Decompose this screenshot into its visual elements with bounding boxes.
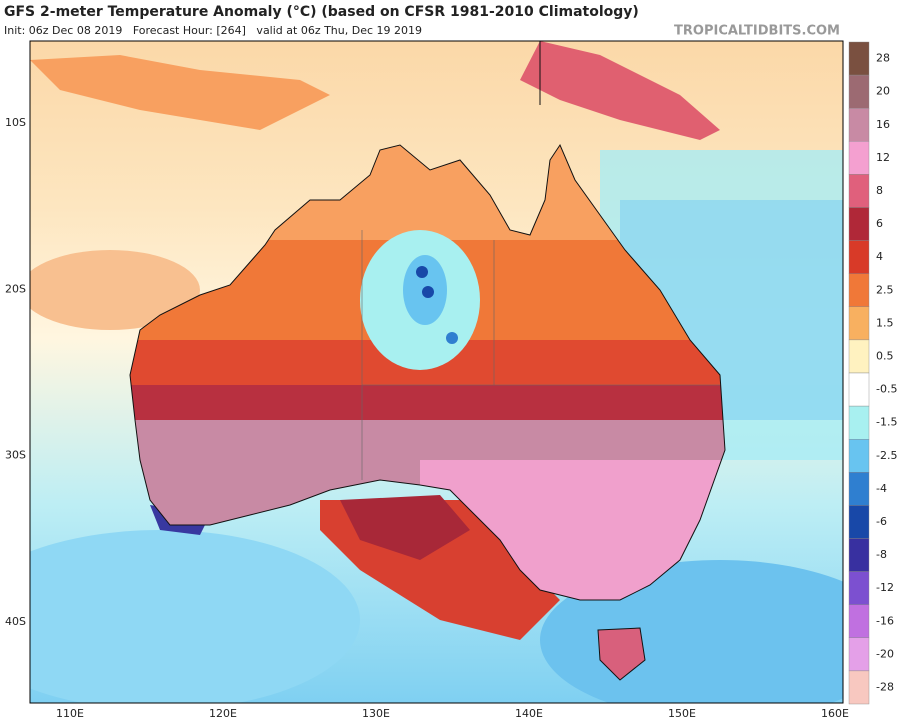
colorbar-swatch: [848, 41, 870, 76]
credit: TROPICALTIDBITS.COM: [674, 24, 840, 39]
colorbar-swatch: [848, 670, 870, 705]
lon-label: 160E: [821, 707, 849, 720]
colorbar-swatch: [848, 405, 870, 440]
lon-label: 140E: [515, 707, 543, 720]
colorbar-label: -12: [876, 581, 894, 594]
colorbar-label: -20: [876, 647, 894, 660]
colorbar-label: -28: [876, 680, 894, 693]
colorbar-swatch: [848, 207, 870, 241]
colorbar-label: 8: [876, 184, 883, 197]
colorbar-swatch: [848, 372, 870, 407]
colorbar-label: -0.5: [876, 383, 897, 396]
subtitle: Init: 06z Dec 08 2019 Forecast Hour: [26…: [4, 24, 422, 37]
colorbar-swatch: [848, 538, 870, 572]
lat-label: 30S: [5, 449, 26, 462]
colorbar-label: -2.5: [876, 449, 897, 462]
colorbar-label: 6: [876, 217, 883, 230]
map-frame: [29, 40, 844, 704]
title: GFS 2-meter Temperature Anomaly (°C) (ba…: [4, 4, 639, 20]
colorbar-swatch: [848, 174, 870, 208]
lat-labels: 10S 20S 30S 40S: [5, 116, 26, 628]
colorbar-swatch: [848, 604, 870, 639]
colorbar-label: -1.5: [876, 416, 897, 429]
colorbar-label: 2.5: [876, 283, 894, 296]
colorbar-swatch: [848, 240, 870, 274]
colorbar-label: -4: [876, 482, 887, 495]
colorbar-swatch: [848, 472, 870, 506]
lon-label: 150E: [668, 707, 696, 720]
lat-label: 10S: [5, 116, 26, 129]
colorbar-swatch: [848, 571, 870, 605]
lon-label: 130E: [362, 707, 390, 720]
colorbar-label: 20: [876, 85, 890, 98]
colorbar-swatch: [848, 637, 870, 672]
colorbar-swatch: [848, 505, 870, 539]
colorbar-swatch: [848, 74, 870, 109]
colorbar-swatch: [848, 141, 870, 175]
colorbar-label: 1.5: [876, 316, 894, 329]
colorbar-label: 4: [876, 250, 883, 263]
colorbar-label: -6: [876, 515, 887, 528]
colorbar-swatch: [848, 273, 870, 308]
lon-label: 110E: [56, 707, 84, 720]
colorbar-label: 0.5: [876, 349, 894, 362]
colorbar-label: 12: [876, 151, 890, 164]
colorbar-label: -8: [876, 548, 887, 561]
lat-label: 20S: [5, 282, 26, 295]
colorbar-swatch: [848, 439, 870, 473]
lon-label: 120E: [209, 707, 237, 720]
colorbar-label: -16: [876, 614, 894, 627]
colorbar-label: 16: [876, 118, 890, 131]
lat-label: 40S: [5, 615, 26, 628]
colorbar: 28 20 16 12 8 6 4 2.5 1.5 0.5 -0.5 -1.5 -2.5 -4 -6 -8 -1…: [848, 41, 897, 705]
lon-labels: 110E 120E 130E 140E 150E 160E: [56, 707, 849, 720]
colorbar-swatch: [848, 107, 870, 142]
map-field: [30, 41, 843, 703]
colorbar-swatch: [848, 339, 870, 374]
colorbar-label: 28: [876, 52, 890, 65]
colorbar-swatch: [848, 306, 870, 341]
